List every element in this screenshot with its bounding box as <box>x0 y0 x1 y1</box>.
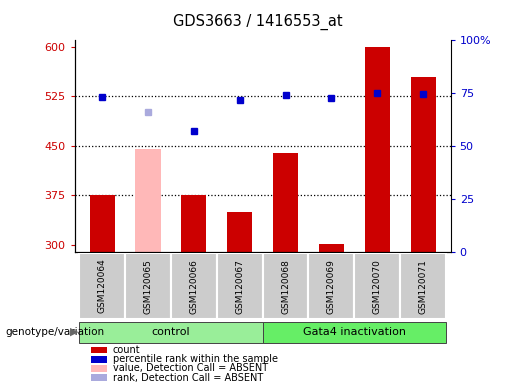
Text: GSM120064: GSM120064 <box>98 259 107 313</box>
Text: rank, Detection Call = ABSENT: rank, Detection Call = ABSENT <box>113 372 263 382</box>
Bar <box>92 356 107 362</box>
Text: value, Detection Call = ABSENT: value, Detection Call = ABSENT <box>113 363 268 373</box>
Bar <box>92 347 107 353</box>
Text: GSM120067: GSM120067 <box>235 259 244 313</box>
Bar <box>171 253 217 319</box>
Bar <box>410 77 436 252</box>
Bar <box>90 195 115 252</box>
Text: genotype/variation: genotype/variation <box>5 327 104 337</box>
Bar <box>79 322 263 343</box>
Text: percentile rank within the sample: percentile rank within the sample <box>113 354 278 364</box>
Bar <box>263 253 308 319</box>
Bar <box>227 212 252 252</box>
Text: control: control <box>151 327 190 337</box>
Bar <box>135 149 161 252</box>
Bar <box>319 243 344 252</box>
Bar <box>92 374 107 381</box>
Text: GSM120071: GSM120071 <box>419 259 427 313</box>
Bar <box>308 253 354 319</box>
Text: Gata4 inactivation: Gata4 inactivation <box>303 327 406 337</box>
Text: GSM120068: GSM120068 <box>281 259 290 313</box>
Text: count: count <box>113 345 140 355</box>
Bar <box>273 152 298 252</box>
Text: GDS3663 / 1416553_at: GDS3663 / 1416553_at <box>173 13 342 30</box>
Text: GSM120069: GSM120069 <box>327 259 336 313</box>
Bar <box>79 253 125 319</box>
Text: GSM120066: GSM120066 <box>190 259 198 313</box>
Bar <box>125 253 171 319</box>
Bar <box>217 253 263 319</box>
Bar <box>181 195 207 252</box>
Bar <box>354 253 400 319</box>
Text: GSM120070: GSM120070 <box>373 259 382 313</box>
Text: GSM120065: GSM120065 <box>144 259 152 313</box>
Text: ▶: ▶ <box>70 327 78 337</box>
Bar <box>92 365 107 372</box>
Bar <box>400 253 446 319</box>
Bar <box>365 47 390 252</box>
Bar <box>263 322 446 343</box>
